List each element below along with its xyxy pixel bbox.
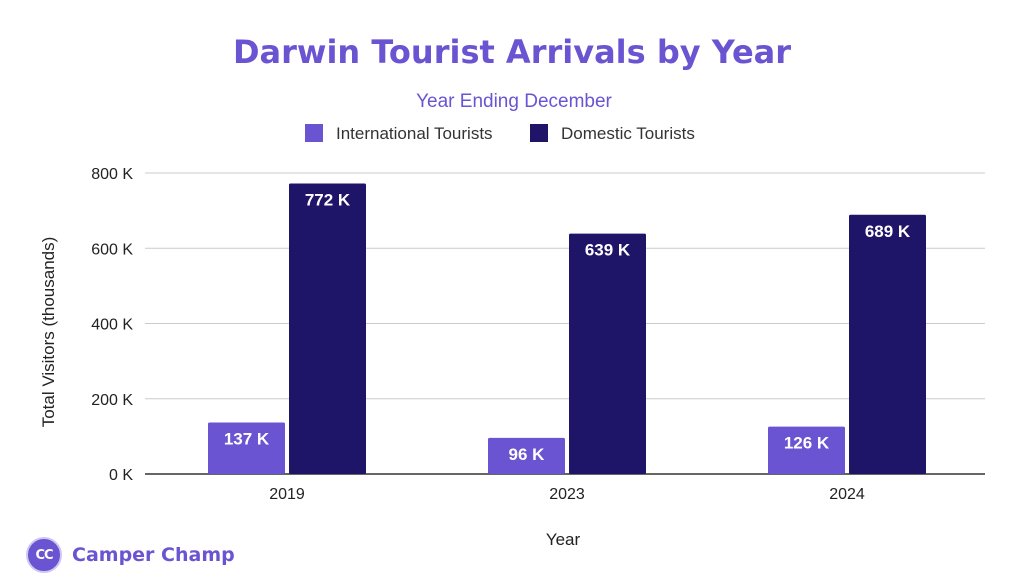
y-tick-label: 800 K (91, 166, 133, 183)
y-tick-label: 400 K (91, 317, 133, 334)
x-tick-label: 2023 (549, 486, 585, 503)
y-tick-label: 0 K (109, 467, 133, 484)
bar-domestic-2019 (289, 183, 366, 474)
legend-label: Domestic Tourists (561, 124, 695, 143)
grid (145, 172, 985, 475)
legend-swatch-international (305, 124, 323, 142)
x-axis-ticks: 2019 2023 2024 (269, 486, 865, 503)
legend: International Tourists Domestic Tourists (305, 124, 695, 143)
x-axis-label: Year (546, 530, 581, 549)
y-axis-label: Total Visitors (thousands) (39, 237, 58, 428)
data-label: 772 K (305, 191, 351, 210)
bar-domestic-2024 (849, 214, 926, 475)
x-tick-label: 2019 (269, 486, 305, 503)
bars: 137 K 772 K 96 K 639 K 126 K 689 K (208, 183, 926, 475)
brand: CC Camper Champ (26, 536, 235, 574)
y-axis-ticks: 0 K 200 K 400 K 600 K 800 K (91, 166, 133, 484)
data-label: 639 K (585, 241, 631, 260)
chart-subtitle: Year Ending December (416, 91, 612, 112)
y-tick-label: 600 K (91, 241, 133, 258)
y-tick-label: 200 K (91, 392, 133, 409)
bar-domestic-2023 (569, 233, 646, 474)
bar-international-2019 (208, 422, 285, 474)
data-label: 126 K (784, 434, 830, 453)
brand-logo-icon: CC (26, 537, 62, 573)
bar-international-2024 (768, 426, 845, 474)
brand-name: Camper Champ (72, 544, 235, 566)
data-label: 689 K (865, 222, 911, 241)
data-label: 137 K (224, 429, 270, 448)
data-label: 96 K (509, 445, 546, 464)
legend-swatch-domestic (530, 124, 548, 142)
chart-title: Darwin Tourist Arrivals by Year (233, 33, 791, 71)
bar-international-2023 (488, 437, 565, 474)
x-tick-label: 2024 (829, 486, 865, 503)
legend-label: International Tourists (336, 124, 493, 143)
